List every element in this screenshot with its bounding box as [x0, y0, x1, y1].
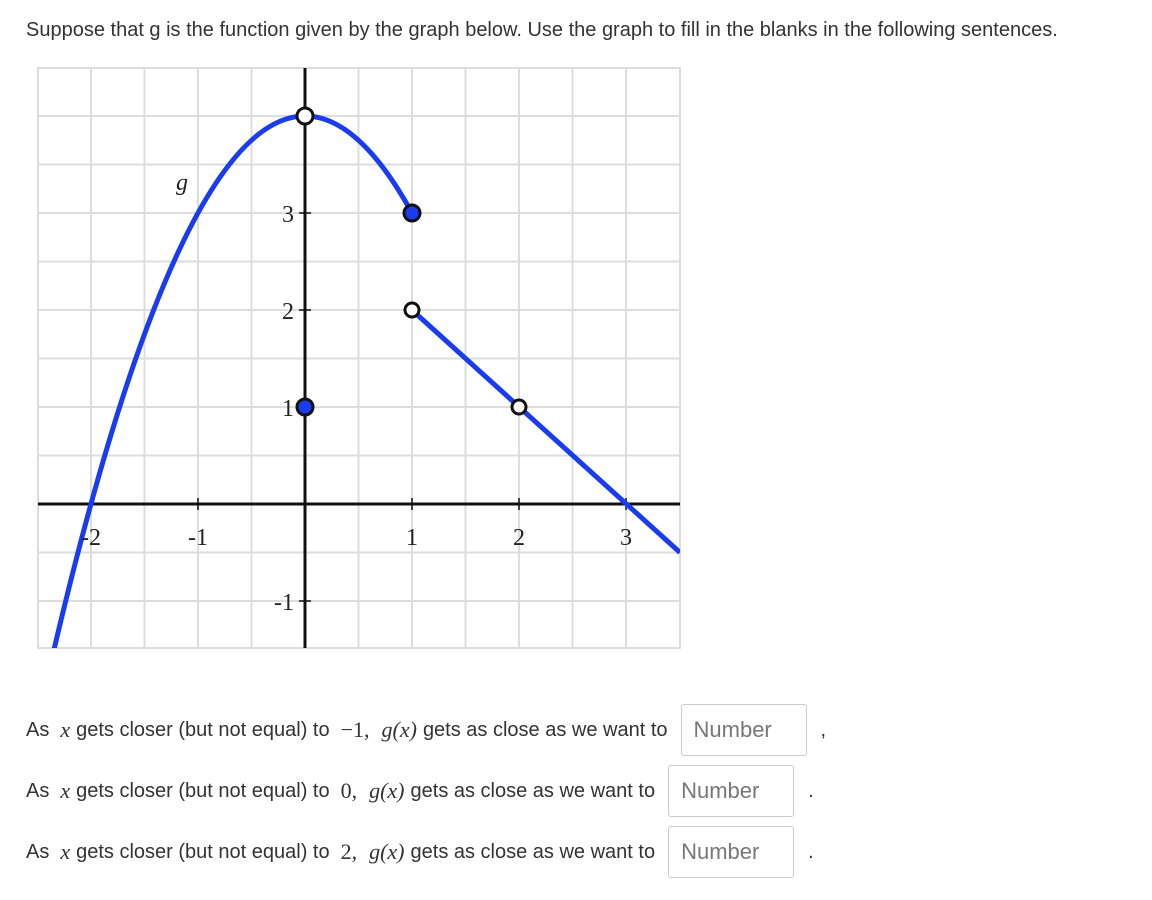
function: g(x)	[381, 717, 417, 742]
graph: g -2 -1 1 2 3 3 2 1 -1	[37, 67, 681, 649]
lead: As	[26, 840, 50, 863]
punctuation: .	[808, 840, 814, 863]
x-tick-label: 1	[406, 525, 418, 551]
question-row: As x gets closer (but not equal) to −1, g(x)…	[26, 703, 826, 757]
phrase: gets as close as we want to	[422, 718, 668, 741]
phrase: gets as close as we want to	[410, 779, 656, 802]
x-tick-label: 3	[620, 525, 632, 551]
lead: As	[26, 718, 50, 741]
x-tick-label: -2	[81, 525, 101, 551]
x-tick-label: 2	[513, 525, 525, 551]
answer-input[interactable]: Number	[680, 704, 807, 756]
answer-input[interactable]: Number	[668, 765, 795, 817]
punctuation: ,	[820, 718, 827, 741]
y-tick-label: 2	[282, 299, 294, 325]
target: 0,	[340, 778, 358, 803]
function-label: g	[176, 170, 188, 196]
grid	[37, 67, 681, 649]
y-tick-label: 3	[282, 202, 294, 228]
answer-input[interactable]: Number	[668, 826, 795, 878]
axes	[38, 68, 680, 648]
function: g(x)	[369, 839, 405, 864]
points	[295, 106, 528, 417]
phrase: gets as close as we want to	[410, 840, 656, 863]
y-tick-label: -1	[274, 590, 294, 616]
variable: x	[60, 839, 71, 864]
variable: x	[60, 717, 71, 742]
function: g(x)	[369, 778, 405, 803]
target: −1,	[340, 717, 370, 742]
question-row: As x gets closer (but not equal) to 0, g(x) g…	[26, 764, 814, 818]
question-row: As x gets closer (but not equal) to 2, g(x) g…	[26, 825, 814, 879]
variable: x	[60, 778, 71, 803]
prompt: Suppose that g is the function given by …	[26, 19, 1058, 41]
phrase: gets closer (but not equal) to	[76, 840, 330, 863]
phrase: gets closer (but not equal) to	[76, 779, 330, 802]
x-tick-label: -1	[188, 525, 208, 551]
y-tick-label: 1	[282, 396, 294, 422]
target: 2,	[340, 839, 358, 864]
curve	[51, 113, 680, 648]
phrase: gets closer (but not equal) to	[76, 718, 330, 741]
punctuation: .	[808, 779, 814, 802]
lead: As	[26, 779, 50, 802]
